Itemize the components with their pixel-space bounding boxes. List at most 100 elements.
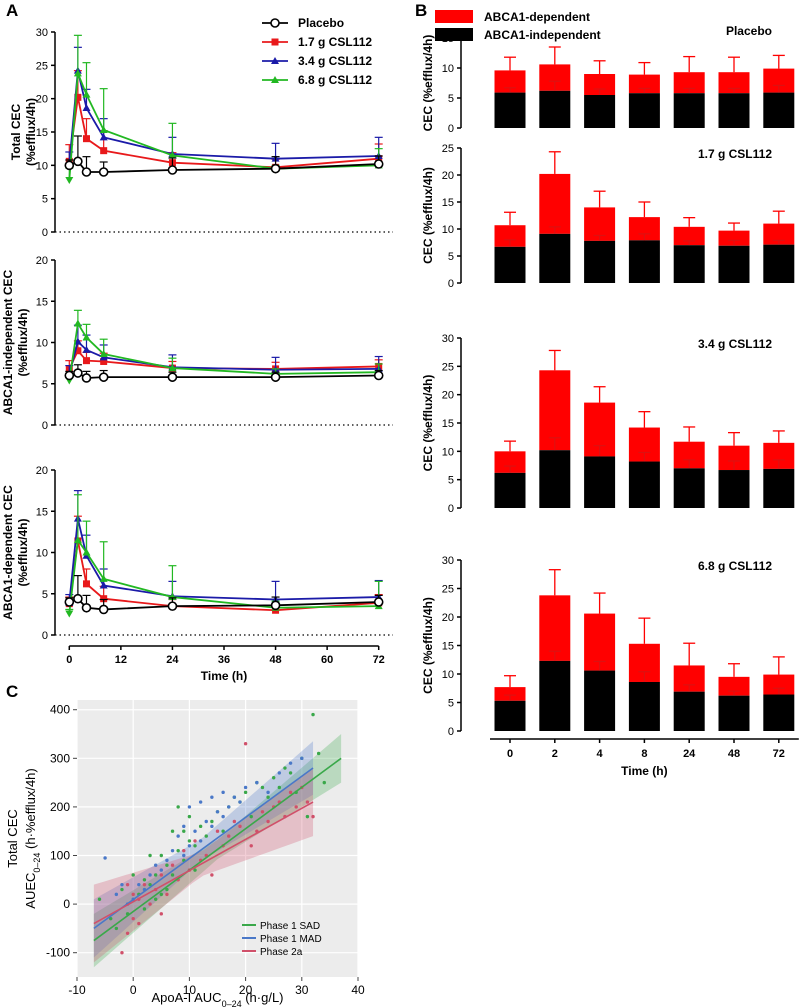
legend-swatch-independent bbox=[435, 28, 473, 41]
y-tick-label: 0 bbox=[63, 897, 70, 911]
data-point bbox=[125, 931, 130, 935]
bar-chart-B2: 0 5 10 15 20 25 CEC (%efflux/4h) 1.7 g CSL112 bbox=[421, 143, 795, 290]
data-point bbox=[270, 163, 281, 174]
legend-label: Phase 1 MAD bbox=[260, 934, 322, 945]
bar-abca1-dependent bbox=[494, 225, 526, 247]
bar-abca1-dependent bbox=[628, 217, 660, 241]
data-point bbox=[64, 597, 75, 607]
panel-label-c: C bbox=[6, 682, 18, 701]
data-point bbox=[198, 839, 203, 843]
data-point bbox=[300, 756, 304, 761]
data-point bbox=[170, 873, 175, 877]
data-point bbox=[243, 785, 248, 790]
data-point bbox=[65, 610, 74, 618]
series-line bbox=[68, 537, 379, 614]
data-point bbox=[98, 167, 109, 177]
data-point bbox=[238, 800, 242, 804]
legend-label: ABCA1-dependent bbox=[484, 10, 590, 24]
y-tick-label: 400 bbox=[50, 703, 70, 717]
data-point bbox=[109, 916, 113, 921]
legend-marker bbox=[271, 38, 279, 46]
bar-abca1-dependent bbox=[628, 74, 660, 94]
data-point bbox=[73, 69, 82, 77]
x-label-main: ApoA-I AUC bbox=[151, 990, 221, 1005]
y-tick-label: 15 bbox=[442, 418, 454, 430]
y-tick-label: 20 bbox=[442, 170, 454, 182]
x-tick-label: 24 bbox=[683, 748, 696, 760]
data-point bbox=[97, 897, 102, 901]
y-label-unit: (h·%efflux/4h) bbox=[23, 768, 38, 852]
y-axis-label: (%efflux/4h) bbox=[16, 308, 30, 376]
y-tick-label: 20 bbox=[36, 94, 48, 106]
series-d68 bbox=[65, 309, 383, 385]
data-point bbox=[148, 882, 152, 887]
bar-abca1-independent bbox=[718, 245, 750, 283]
data-point bbox=[193, 844, 197, 848]
y-tick-label: 25 bbox=[442, 584, 454, 596]
y-axis-label: (%efflux/4h) bbox=[16, 518, 30, 586]
data-point bbox=[74, 93, 82, 101]
data-point bbox=[120, 951, 124, 955]
data-point bbox=[142, 878, 147, 882]
data-point bbox=[182, 824, 186, 829]
points-mad bbox=[103, 756, 304, 906]
data-point bbox=[131, 873, 135, 877]
data-point bbox=[210, 795, 214, 799]
bar-abca1-independent bbox=[673, 468, 705, 508]
data-point bbox=[153, 863, 158, 867]
data-point bbox=[221, 829, 225, 833]
y-tick-label: 5 bbox=[448, 698, 454, 710]
legend-label: ABCA1-independent bbox=[484, 28, 601, 42]
data-point bbox=[148, 873, 152, 877]
bar-abca1-independent bbox=[584, 240, 616, 283]
data-point bbox=[167, 372, 178, 382]
fit-line-sad bbox=[93, 757, 342, 942]
y-tick-label: -100 bbox=[46, 946, 70, 960]
data-point bbox=[288, 771, 293, 775]
bar-abca1-independent bbox=[628, 240, 660, 283]
data-point bbox=[168, 364, 177, 372]
legend-label: 1.7 g CSL112 bbox=[298, 35, 372, 49]
bar-abca1-dependent bbox=[494, 687, 526, 701]
data-point bbox=[283, 766, 287, 770]
chart-title: 1.7 g CSL112 bbox=[698, 147, 772, 161]
data-point bbox=[137, 882, 141, 887]
series-line bbox=[68, 72, 379, 181]
data-point bbox=[176, 848, 180, 853]
y-tick-label: 10 bbox=[442, 63, 454, 75]
y-tick-label: 30 bbox=[36, 27, 48, 39]
y-tick-label: 20 bbox=[36, 255, 48, 267]
bar-abca1-dependent bbox=[718, 230, 750, 246]
bar-abca1-independent bbox=[539, 660, 571, 731]
data-point bbox=[176, 834, 180, 838]
data-point bbox=[249, 844, 253, 848]
bar-abca1-dependent bbox=[718, 676, 750, 696]
legend-swatch-dependent bbox=[435, 10, 473, 23]
series-placebo bbox=[64, 135, 384, 177]
y-axis-label: AUEC0–24 (h·%efflux/4h) bbox=[23, 768, 42, 908]
data-point bbox=[167, 165, 178, 175]
data-point bbox=[98, 604, 109, 615]
data-point bbox=[131, 916, 135, 921]
x-axis-label: Time (h) bbox=[621, 764, 667, 778]
y-tick-label: 100 bbox=[50, 849, 70, 863]
data-point bbox=[311, 712, 315, 717]
data-point bbox=[125, 882, 130, 887]
series-line bbox=[68, 518, 379, 603]
data-point bbox=[99, 133, 108, 141]
y-axis-label: Total CEC bbox=[9, 103, 23, 160]
bar-abca1-independent bbox=[718, 93, 750, 128]
y-axis-label: ABCA1-independent CEC bbox=[1, 270, 15, 416]
bar-chart-B3: 0 5 10 15 20 25 30 CEC (%efflux/4h) 3.4 g CSL112 bbox=[421, 333, 795, 515]
x-tick-label: 12 bbox=[115, 654, 127, 666]
series-placebo bbox=[64, 364, 384, 383]
series-line bbox=[68, 540, 379, 612]
x-tick-label: 0 bbox=[130, 983, 137, 997]
legend-label: 3.4 g CSL112 bbox=[298, 54, 372, 68]
data-point bbox=[238, 824, 242, 829]
y-axis-label: CEC (%efflux/4h) bbox=[421, 375, 435, 472]
line-chart-A3: 0 5 10 15 20 ABCA1-dependent CEC (%efflux/4h) 0… bbox=[1, 465, 393, 683]
data-point bbox=[137, 921, 141, 926]
y-tick-label: 0 bbox=[42, 227, 48, 239]
